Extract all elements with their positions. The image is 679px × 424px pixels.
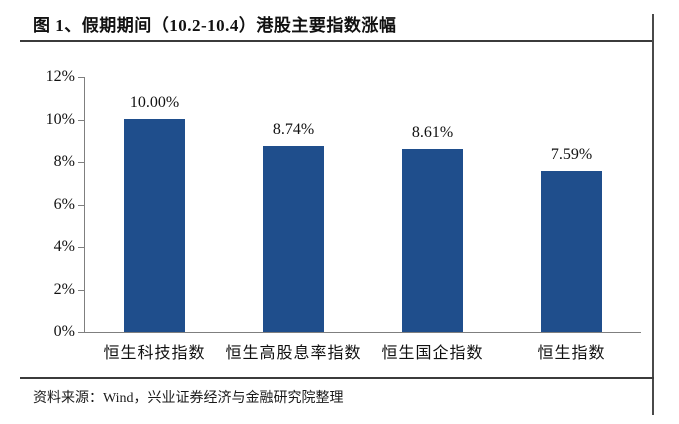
bar <box>263 146 324 332</box>
y-axis-tick <box>78 120 85 121</box>
x-axis-category-label: 恒生科技指数 <box>103 345 206 362</box>
y-axis-tick <box>78 77 85 78</box>
bar-value-label: 8.74% <box>272 121 315 138</box>
y-axis-tick-label: 0% <box>53 323 75 340</box>
y-axis-tick <box>78 290 85 291</box>
y-axis-tick-label: 6% <box>53 196 75 213</box>
figure-title: 图 1、假期期间（10.2-10.4）港股主要指数涨幅 <box>33 16 397 35</box>
y-axis-tick <box>78 247 85 248</box>
bar-value-label: 10.00% <box>129 94 180 111</box>
title-divider <box>20 40 654 42</box>
bar <box>124 119 185 332</box>
bar <box>541 171 602 332</box>
y-axis-tick-label: 2% <box>53 281 75 298</box>
x-axis-category-label: 恒生指数 <box>537 345 606 362</box>
y-axis-tick-label: 8% <box>53 153 75 170</box>
y-axis-tick <box>78 332 85 333</box>
x-axis-category-label: 恒生国企指数 <box>381 345 484 362</box>
source-divider <box>20 377 654 379</box>
bar-value-label: 7.59% <box>550 146 593 163</box>
plot-area: 12% 10% 8% 6% 4% 2% 0% 10.00% 恒生科技指数 8.74% 恒生高股息率指… <box>46 68 641 362</box>
y-axis-tick-label: 4% <box>53 238 75 255</box>
bar-value-label: 8.61% <box>411 124 454 141</box>
y-axis-tick-label: 12% <box>45 68 75 85</box>
y-axis-tick <box>78 162 85 163</box>
source-note: 资料来源：Wind，兴业证券经济与金融研究院整理 <box>33 391 344 406</box>
y-axis-tick <box>78 205 85 206</box>
y-axis-tick-label: 10% <box>45 111 75 128</box>
x-axis-category-label: 恒生高股息率指数 <box>225 345 362 362</box>
bar <box>402 149 463 332</box>
panel-right-border <box>652 14 654 415</box>
